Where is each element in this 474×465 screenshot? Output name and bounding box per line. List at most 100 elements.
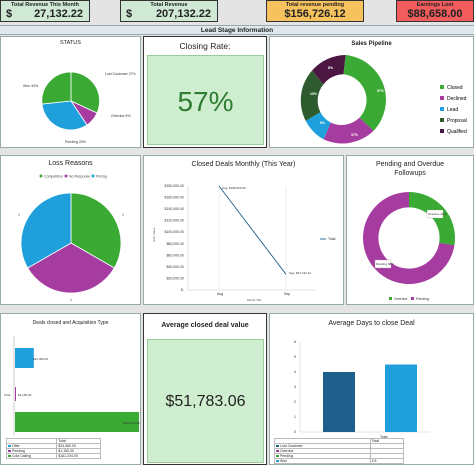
point-label-aug: Aug, $180,000.00 <box>222 186 246 190</box>
y-tick-label: $- <box>181 288 185 292</box>
kpi-currency: $ <box>6 8 13 20</box>
kpi-value: $88,658.00 <box>407 8 463 20</box>
y-tick-label: $40,000.00 <box>166 265 184 269</box>
label-overdue: Overdue 32% <box>428 212 447 216</box>
x-axis-label: Total <box>380 435 388 439</box>
bar-label-offer: $24,460.00 <box>33 357 48 361</box>
y-tick-label: $60,000.00 <box>166 253 184 257</box>
donut-slice-proposal <box>300 70 324 121</box>
label-won: Won 44% <box>23 84 38 88</box>
bar-pending <box>15 387 16 401</box>
legend-competition: Competition <box>44 175 63 179</box>
label-pending: Pending 68% <box>376 262 394 266</box>
segment-label-qualified: 8% <box>328 66 334 70</box>
pie-slice-pending <box>41 100 88 131</box>
y-tick-label: 0 <box>294 430 296 434</box>
pending-overdue-donut: Overdue 32% Pending 68% Overdue Pending <box>363 192 456 301</box>
status-panel: STATUS Lost Customer 27% Overdue 9% Pend… <box>0 36 141 148</box>
kpi-title: Total Revenue This Month <box>10 2 80 8</box>
closing-rate-box: 57% <box>147 55 264 145</box>
panel-title-line2: Followups <box>394 170 426 177</box>
loss-reasons-panel: Loss Reasons Competition No Response Pri… <box>0 155 141 305</box>
label-overdue: Overdue 9% <box>111 114 130 118</box>
bar-label-pending: $1,150.00 <box>18 393 32 397</box>
acquisition-data-table: Total Offer $24,460.00 Pending $1,150.00 C… <box>5 438 101 459</box>
axis-label-total: Total <box>4 393 11 397</box>
legend-pricing: Pricing <box>96 175 107 179</box>
y-tick-label: $120,000.00 <box>165 219 185 223</box>
avg-deal-panel: Average closed deal value $51,783.06 <box>143 313 267 465</box>
table-row: Won 4.5 <box>274 458 405 464</box>
avg-deal-box: $51,783.06 <box>147 339 264 463</box>
pie-slice-no-response <box>27 242 115 294</box>
avg-days-bar-chart: 6 5 4 3 2 1 0 Total <box>294 340 430 439</box>
x-axis-label: Month Title <box>247 298 262 302</box>
y-tick-label: $140,000.00 <box>165 207 185 211</box>
panel-title: Sales Pipeline <box>351 41 392 47</box>
label-lost-customer: Lost Customer 27% <box>105 72 136 76</box>
label-pricing: 1 <box>18 213 20 217</box>
kpi-title: Total revenue pending <box>285 2 345 8</box>
closing-rate-value: 57% <box>177 86 234 117</box>
y-axis-label: Sum Value <box>152 227 156 242</box>
donut-slice-declined <box>323 117 374 144</box>
pie-slice-won <box>41 71 72 105</box>
y-tick-label: $80,000.00 <box>166 242 184 246</box>
closed-deals-line-chart: $180,000.00 $160,000.00 $140,000.00 $120,00… <box>152 184 336 302</box>
avg-days-panel: Average Days to close Deal 6 5 4 3 2 1 0 Total… <box>269 313 474 465</box>
panel-title: Average closed deal value <box>161 322 249 329</box>
legend-pending: Pending <box>416 297 429 301</box>
y-tick-label: 2 <box>294 400 296 404</box>
bar-label-cold-calling: $161,234.00 <box>123 421 140 425</box>
closing-rate-panel: Closing Rate: 57% <box>143 36 267 148</box>
sales-pipeline-donut: 57% 37% 8% 10% 8% Closed Declined Lead P… <box>300 55 467 144</box>
legend-proposal: Proposal <box>447 118 467 124</box>
legend-no-response: No Response <box>69 175 90 179</box>
panel-title-line1: Pending and Overdue <box>375 161 445 168</box>
y-tick-label: $180,000.00 <box>165 184 185 188</box>
segment-label-declined: 37% <box>351 133 359 137</box>
y-tick-label: $160,000.00 <box>165 196 185 200</box>
donut-slice-overdue <box>409 192 456 246</box>
kpi-value: 27,132.22 <box>34 8 83 20</box>
bar-offer <box>15 348 34 368</box>
status-pie-chart: Lost Customer 27% Overdue 9% Pending 20%… <box>23 71 136 144</box>
y-tick-label: $100,000.00 <box>165 230 185 234</box>
segment-label-closed: 57% <box>377 89 385 93</box>
loss-reasons-pie: Competition No Response Pricing 1 1 1 <box>18 174 124 302</box>
kpi-title: Total Revenue <box>150 2 188 8</box>
legend-overdue: Overdue <box>394 297 407 301</box>
donut-slice-qualified <box>312 55 346 85</box>
avg-days-data-table: Total Lost Customer Overdue Pending Won 4… <box>274 438 405 464</box>
closed-deals-panel: Closed Deals Monthly (This Year) $180,00… <box>143 155 344 305</box>
pending-overdue-panel: Pending and Overdue Followups Overdue 32… <box>346 155 474 305</box>
bar-cold-calling <box>15 412 139 432</box>
pie-slice-lost-customer <box>70 71 100 114</box>
y-tick-label: 1 <box>294 415 296 419</box>
kpi-revenue-month: Total Revenue This Month $ 27,132.22 <box>0 0 90 22</box>
segment-label-lead: 8% <box>320 121 326 125</box>
panel-title: Average Days to close Deal <box>328 320 415 327</box>
deals-acquisition-panel: Deals closed and Acquisition Type Total … <box>0 313 141 465</box>
y-tick-label: 3 <box>294 385 296 389</box>
y-tick-label: 4 <box>294 370 296 374</box>
kpi-value: 207,132.22 <box>155 8 211 20</box>
point-label-sep: Sep, $27,132.22 <box>289 271 311 275</box>
y-tick-label: $20,000.00 <box>166 276 184 280</box>
kpi-total-revenue: Total Revenue $ 207,132.22 <box>120 0 218 22</box>
label-competition: 1 <box>122 213 124 217</box>
segment-label-proposal: 10% <box>310 92 318 96</box>
table-row: Cold Calling $161,234.00 <box>5 453 101 459</box>
avg-deal-value: $51,783.06 <box>165 393 246 410</box>
legend-closed: Closed <box>447 85 463 91</box>
label-no-response: 1 <box>70 298 72 302</box>
y-tick-label: 6 <box>294 340 296 344</box>
sales-pipeline-panel: Sales Pipeline 57% 37% 8% 10% 8% Closed … <box>269 36 474 148</box>
panel-title: Closed Deals Monthly (This Year) <box>191 161 296 168</box>
deals-acquisition-bar-chart: Total $24,460.00 $1,150.00 $161,234.00 <box>4 336 140 436</box>
donut-slice-lead <box>305 112 331 140</box>
panel-title: Loss Reasons <box>48 160 93 167</box>
bar-lost-customer <box>323 372 355 432</box>
y-tick-label: 5 <box>294 355 296 359</box>
kpi-earnings-lost: Earnings Lost $88,658.00 <box>396 0 474 22</box>
